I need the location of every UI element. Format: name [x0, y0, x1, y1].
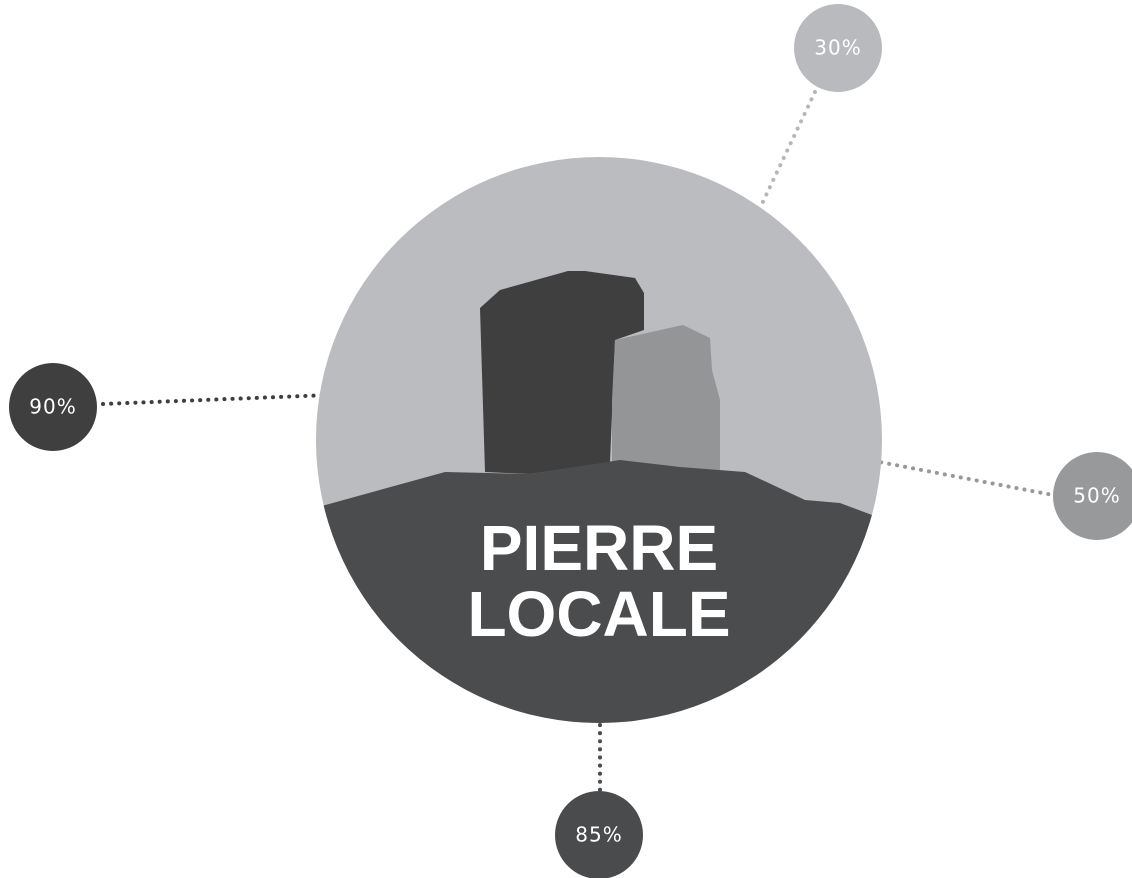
connector [760, 92, 815, 208]
bubble-label: 30% [814, 36, 861, 60]
rock [612, 325, 720, 474]
infographic: PIERRE LOCALE 30% 90% 50% 85% [0, 0, 1132, 878]
title-line: PIERRE [480, 512, 718, 584]
title-line: LOCALE [467, 578, 730, 650]
bubble-label: 50% [1073, 484, 1120, 508]
page: PIERRE LOCALE 30% 90% 50% 85% (() => { c… [0, 0, 1132, 878]
bubble-label: 90% [29, 395, 76, 419]
logo-disc [300, 150, 900, 760]
bubble-label: 85% [575, 823, 622, 847]
